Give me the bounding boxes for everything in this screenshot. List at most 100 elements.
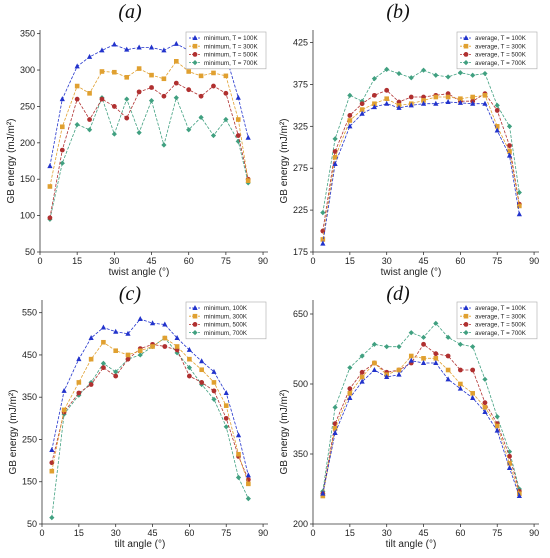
legend-marker	[463, 43, 469, 49]
data-point	[211, 83, 216, 89]
data-point	[211, 388, 217, 394]
series-line	[322, 101, 520, 244]
series-2	[47, 58, 251, 189]
data-point	[433, 72, 439, 78]
series-1	[49, 316, 251, 478]
data-point	[88, 356, 94, 362]
data-point	[76, 390, 82, 396]
data-point	[516, 211, 522, 217]
data-point	[173, 80, 179, 86]
data-point	[59, 160, 65, 166]
data-point	[320, 493, 326, 499]
series-line	[322, 360, 520, 497]
data-point	[347, 118, 353, 123]
series-2	[320, 93, 522, 242]
data-point	[420, 100, 427, 106]
x-tick-label: 90	[258, 528, 268, 538]
data-point	[101, 339, 106, 345]
data-point	[507, 143, 512, 149]
data-point	[445, 367, 451, 373]
data-point	[320, 237, 326, 242]
data-point	[445, 334, 451, 340]
data-point	[246, 481, 251, 487]
data-point	[494, 427, 500, 433]
data-point	[494, 127, 500, 133]
x-tick-label: 45	[419, 256, 429, 266]
panel-a: (a) 0 15 30 45 60 75 90 50 100 150 200 250 300 350 twis…	[6, 1, 268, 278]
data-point	[347, 386, 353, 392]
data-point	[384, 66, 390, 72]
data-point	[186, 69, 191, 74]
data-point	[211, 368, 217, 374]
data-point	[332, 149, 338, 154]
data-point	[148, 98, 155, 104]
data-point	[101, 365, 106, 371]
data-point	[198, 73, 204, 79]
legend-marker	[192, 330, 198, 336]
data-point	[186, 373, 192, 379]
data-point	[113, 328, 119, 334]
series-3	[320, 87, 522, 234]
data-point	[111, 131, 117, 137]
data-point	[457, 70, 463, 76]
data-point	[124, 75, 130, 80]
data-point	[371, 367, 378, 372]
data-point	[396, 371, 402, 377]
legend-marker	[463, 313, 469, 319]
data-point	[384, 100, 390, 106]
data-point	[371, 75, 378, 82]
data-point	[113, 369, 119, 375]
y-axis-label: GB energy (mJ/m²)	[6, 118, 17, 203]
y-tick-label: 425	[293, 38, 308, 48]
panel-b: (b) 0 15 30 45 60 75 90 175 225 275 325 375 425 twist …	[279, 1, 539, 278]
x-axis-label: twist angle (°)	[381, 267, 442, 278]
data-point	[210, 132, 217, 139]
series-line	[51, 343, 249, 480]
data-point	[372, 360, 377, 366]
data-point	[174, 344, 180, 349]
legend-entry: minimum, T = 100K	[204, 35, 258, 42]
data-point	[372, 101, 377, 107]
panel-label-d: (d)	[386, 283, 410, 305]
data-point	[124, 96, 130, 102]
legend-entry: average, T = 300K	[475, 313, 527, 320]
data-point	[124, 46, 130, 52]
data-point	[507, 461, 512, 466]
data-point	[507, 453, 512, 459]
data-point	[332, 161, 338, 167]
data-point	[445, 353, 451, 359]
x-tick-label: 45	[148, 528, 158, 538]
data-point	[223, 73, 229, 79]
series-line	[51, 318, 249, 476]
legend-entry: minimum, 300K	[204, 313, 248, 320]
data-point	[173, 40, 179, 46]
data-point	[236, 451, 241, 457]
legend-entry: average, T = 100K	[475, 305, 527, 312]
data-point	[198, 93, 204, 99]
x-tick-label: 15	[74, 528, 84, 538]
data-point	[100, 324, 107, 330]
data-point	[433, 94, 439, 100]
x-axis-label: tilt angle (°)	[115, 539, 166, 550]
x-tick-label: 30	[109, 256, 119, 266]
legend-marker	[463, 305, 469, 310]
y-tick-label: 50	[25, 247, 35, 257]
data-point	[408, 75, 414, 81]
legend-entry: minimum, 100K	[204, 305, 248, 312]
legend-entry: average, T = 700K	[475, 60, 527, 67]
series-3	[49, 341, 251, 483]
data-point	[235, 474, 242, 481]
data-point	[421, 341, 426, 347]
series-line	[49, 82, 249, 218]
data-point	[161, 76, 167, 82]
y-tick-label: 325	[293, 121, 308, 131]
series-line	[322, 89, 520, 232]
data-point	[136, 44, 142, 50]
data-point	[445, 74, 451, 80]
data-point	[470, 100, 476, 106]
data-point	[347, 92, 353, 98]
data-point	[359, 353, 365, 359]
data-point	[371, 104, 378, 110]
data-point	[173, 95, 179, 101]
